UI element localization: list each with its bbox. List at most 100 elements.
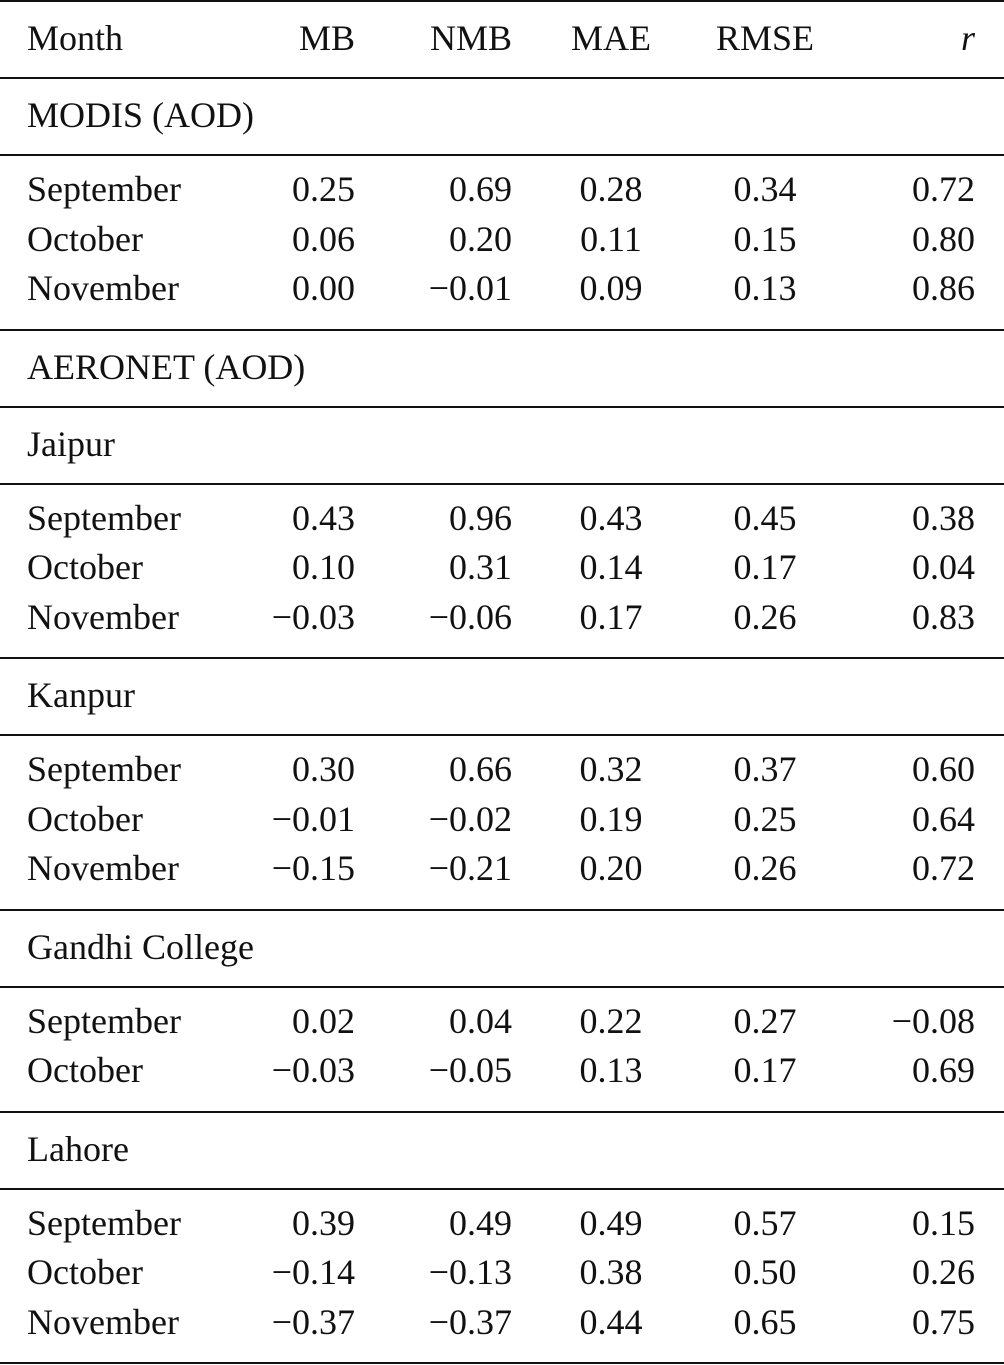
table-cell: 0.09 (579, 268, 643, 308)
table-cell: 0.13 (579, 1050, 643, 1090)
table-cell: 0.15 (912, 1202, 975, 1243)
table-cell: 0.25 (733, 798, 797, 839)
row-label: October (27, 1050, 143, 1090)
table-cell: 0.00 (292, 268, 355, 308)
table-cell: 0.17 (733, 547, 797, 587)
table-cell: 0.32 (579, 749, 643, 789)
table-cell: 0.72 (912, 169, 975, 209)
table-cell: 0.15 (733, 218, 797, 259)
column-header: MB (298, 18, 355, 58)
section-title: Gandhi College (27, 926, 254, 967)
row-label: September (27, 169, 181, 209)
table-rule (0, 1362, 1004, 1364)
table-rule (0, 985, 1004, 988)
table-cell: 0.44 (579, 1301, 643, 1342)
row-label: November (27, 596, 179, 637)
table-cell: 0.17 (579, 596, 643, 637)
row-label: September (27, 497, 181, 538)
row-label: September (27, 1202, 181, 1243)
row-label: November (27, 268, 179, 308)
section-title: MODIS (AOD) (27, 95, 254, 135)
table-cell: −0.02 (428, 798, 512, 839)
table-rule (0, 328, 1004, 331)
table-cell: 0.37 (733, 749, 797, 789)
table-cell: 0.11 (580, 218, 642, 259)
table-cell: 0.83 (912, 596, 975, 637)
table-cell: 0.60 (912, 749, 975, 789)
table-cell: 0.04 (449, 1000, 512, 1041)
row-label: September (27, 1000, 181, 1041)
table-cell: −0.13 (428, 1252, 512, 1292)
table-rule (0, 734, 1004, 736)
column-header: Month (27, 18, 124, 58)
table-cell: −0.03 (271, 596, 355, 637)
table-cell: −0.14 (271, 1252, 355, 1292)
table-cell: 0.27 (733, 1000, 797, 1041)
table-cell: 0.14 (579, 547, 643, 587)
table-cell: 0.86 (912, 268, 975, 308)
row-label: November (27, 1301, 179, 1342)
table-cell: 0.30 (292, 749, 355, 789)
table-cell: 0.80 (912, 218, 975, 259)
table-cell: 0.28 (579, 169, 643, 209)
row-label: September (27, 749, 181, 789)
table-rule (0, 154, 1004, 156)
table-cell: −0.01 (271, 798, 355, 839)
section-title: Jaipur (27, 423, 115, 464)
table-cell: 0.45 (733, 497, 797, 538)
table-cell: 0.26 (733, 848, 797, 888)
row-label: November (27, 848, 179, 888)
table-cell: 0.10 (292, 547, 355, 587)
table-rule (0, 405, 1004, 408)
table-cell: 0.38 (912, 497, 975, 538)
table-cell: 0.72 (912, 848, 975, 888)
table-cell: 0.17 (733, 1050, 797, 1090)
table-cell: −0.08 (891, 1000, 975, 1041)
table-cell: 0.13 (733, 268, 797, 308)
table-cell: 0.75 (912, 1301, 975, 1342)
table-cell: 0.34 (733, 169, 797, 209)
row-label: October (27, 798, 143, 839)
table-cell: 0.50 (733, 1252, 797, 1292)
table-cell: −0.37 (271, 1301, 355, 1342)
table-cell: 0.04 (912, 547, 975, 587)
table-rule (0, 657, 1004, 659)
table-rule (0, 1110, 1004, 1113)
table-cell: 0.96 (449, 497, 512, 538)
row-label: October (27, 1252, 143, 1292)
table-cell: 0.69 (912, 1050, 975, 1090)
table-cell: −0.21 (428, 848, 512, 888)
column-header: MAE (571, 18, 651, 58)
table-cell: −0.06 (428, 596, 512, 637)
table-cell: 0.65 (733, 1301, 797, 1342)
table-rule (0, 482, 1004, 485)
table-cell: 0.06 (292, 218, 355, 259)
section-title: Lahore (27, 1128, 129, 1169)
table-cell: 0.19 (579, 798, 643, 839)
table-cell: −0.03 (271, 1050, 355, 1090)
column-header: NMB (429, 18, 512, 58)
table-cell: 0.43 (292, 497, 355, 538)
table-cell: 0.57 (733, 1202, 797, 1243)
table-cell: −0.15 (271, 848, 355, 888)
table-cell: 0.20 (579, 848, 643, 888)
table-rule (0, 0, 1004, 2)
table-cell: −0.05 (428, 1050, 512, 1090)
table-cell: −0.01 (428, 268, 512, 308)
table-cell: 0.66 (449, 749, 512, 789)
table-cell: 0.22 (579, 1000, 643, 1041)
table-cell: 0.38 (579, 1252, 643, 1292)
column-header: r (960, 18, 975, 58)
table-rule (0, 908, 1004, 911)
table-cell: 0.49 (449, 1202, 512, 1243)
table-cell: 0.02 (292, 1000, 355, 1041)
table-cell: −0.37 (428, 1301, 512, 1342)
table-cell: 0.39 (292, 1202, 355, 1243)
table-cell: 0.20 (449, 218, 512, 259)
section-title: Kanpur (27, 675, 135, 715)
row-label: October (27, 547, 143, 587)
table-cell: 0.43 (579, 497, 643, 538)
table-cell: 0.64 (912, 798, 975, 839)
table-cell: 0.25 (292, 169, 355, 209)
